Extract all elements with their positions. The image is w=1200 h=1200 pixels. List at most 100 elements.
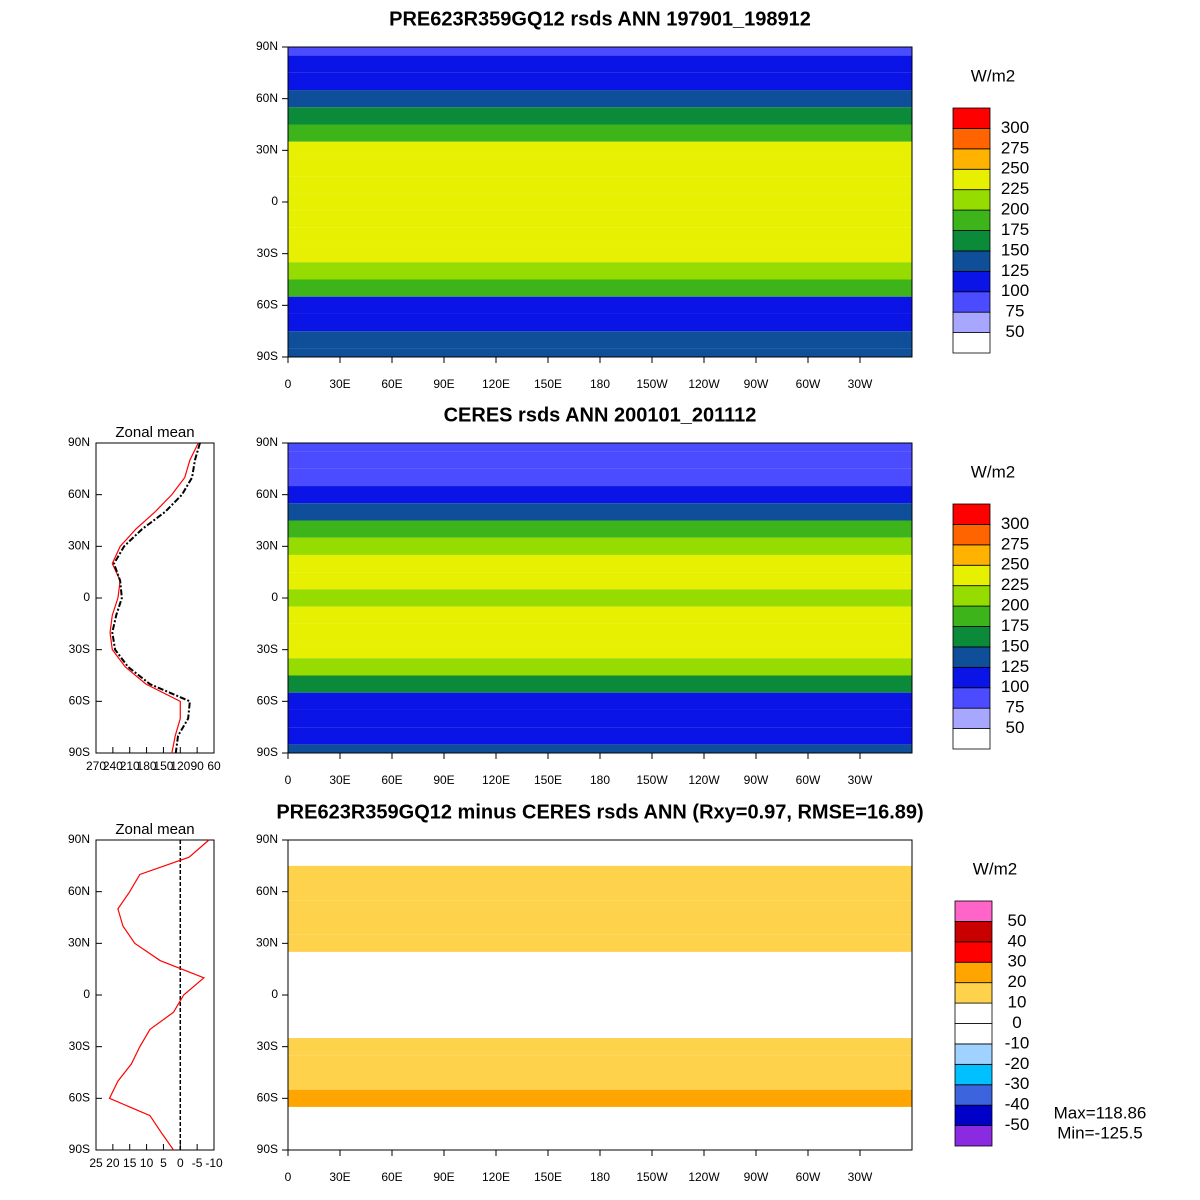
colorbar-box xyxy=(952,707,991,729)
colorbar-label: 75 xyxy=(1006,302,1025,321)
colorbar-box xyxy=(952,128,991,150)
map-band xyxy=(288,451,912,469)
map-band xyxy=(288,313,912,332)
map-band xyxy=(288,1003,912,1021)
y-tick-label: 30S xyxy=(257,642,278,656)
map-band xyxy=(288,606,912,624)
zonal-line xyxy=(108,839,210,1151)
x-tick-label: 30E xyxy=(329,773,350,787)
colorbar-box xyxy=(952,148,991,170)
map-band xyxy=(288,1072,912,1090)
colorbar-label: 75 xyxy=(1006,698,1025,717)
colorbar-box xyxy=(954,982,993,1004)
map-band xyxy=(288,951,912,970)
colorbar-label: 225 xyxy=(1001,179,1029,198)
colorbar-label: -10 xyxy=(1005,1033,1030,1052)
colorbar-label: 20 xyxy=(1008,972,1027,991)
colorbar-box xyxy=(952,687,991,709)
colorbar-box xyxy=(952,524,991,546)
colorbar-label: 150 xyxy=(1001,240,1029,259)
x-tick-label: 150W xyxy=(636,1170,668,1184)
colorbar-label: 40 xyxy=(1008,931,1027,950)
map-band xyxy=(288,245,912,263)
map-band xyxy=(288,227,912,246)
y-tick-label: 60S xyxy=(69,1091,90,1105)
colorbar-box xyxy=(952,585,991,607)
x-tick-label: -5 xyxy=(192,1156,203,1170)
colorbar-box xyxy=(952,168,991,191)
map-band xyxy=(288,520,912,538)
colorbar-label: 175 xyxy=(1001,616,1029,635)
y-tick-label: 90N xyxy=(68,832,90,846)
x-tick-label: 90W xyxy=(744,773,769,787)
map-band xyxy=(288,986,912,1004)
x-tick-label: 60E xyxy=(381,1170,402,1184)
y-tick-label: 60N xyxy=(68,487,90,501)
zonal-frame xyxy=(95,442,215,754)
y-tick-label: 90S xyxy=(69,1142,90,1156)
x-tick-label: 120W xyxy=(688,377,720,391)
map-band xyxy=(288,124,912,142)
x-tick-label: 90W xyxy=(744,1170,769,1184)
map-band xyxy=(288,158,912,177)
map-band xyxy=(288,865,912,884)
x-tick-label: 90E xyxy=(433,1170,454,1184)
colorbar-label: 50 xyxy=(1006,322,1025,341)
colorbar-box xyxy=(952,209,991,231)
map-title: PRE623R359GQ12 rsds ANN 197901_198912 xyxy=(389,8,811,30)
map-band xyxy=(288,709,912,728)
zonal-line xyxy=(109,442,199,754)
x-tick-label: 120W xyxy=(688,773,720,787)
colorbar-label: 175 xyxy=(1001,220,1029,239)
y-tick-label: 30N xyxy=(68,539,90,553)
y-tick-label: 0 xyxy=(83,987,90,1001)
x-tick-label: 60W xyxy=(796,773,821,787)
x-tick-label: 15 xyxy=(123,1156,137,1170)
colorbar-label: 150 xyxy=(1001,636,1029,655)
colorbar-box xyxy=(954,1125,993,1147)
map-title: CERES rsds ANN 200101_201112 xyxy=(444,404,757,426)
colorbar-box xyxy=(952,230,991,252)
colorbar-box xyxy=(954,1063,993,1086)
map-band xyxy=(288,1124,912,1142)
x-tick-label: 30E xyxy=(329,1170,350,1184)
colorbar-label: 0 xyxy=(1012,1013,1021,1032)
colorbar-box xyxy=(954,961,993,984)
colorbar-box xyxy=(952,332,991,354)
x-tick-label: 150E xyxy=(534,773,562,787)
x-tick-label: 150W xyxy=(636,377,668,391)
colorbar-label: 250 xyxy=(1001,159,1029,178)
colorbar-label: 100 xyxy=(1001,281,1029,300)
x-tick-label: 10 xyxy=(140,1156,154,1170)
map-band xyxy=(288,141,912,159)
colorbar-box xyxy=(952,503,991,525)
map-title: PRE623R359GQ12 minus CERES rsds ANN (Rxy… xyxy=(276,801,923,823)
colorbar-box xyxy=(952,626,991,648)
x-tick-label: 90 xyxy=(190,759,204,773)
y-tick-label: 60S xyxy=(257,694,278,708)
map-band xyxy=(288,279,912,297)
map-band xyxy=(288,554,912,573)
colorbar-label: 200 xyxy=(1001,596,1029,615)
y-tick-label: 60S xyxy=(257,298,278,312)
y-tick-label: 60S xyxy=(257,1091,278,1105)
map-band xyxy=(288,1106,912,1125)
x-tick-label: 120W xyxy=(688,1170,720,1184)
annotation: Max=118.86 xyxy=(1054,1103,1147,1122)
x-tick-label: 240 xyxy=(103,759,123,773)
y-tick-label: 0 xyxy=(271,194,278,208)
colorbar-box xyxy=(954,941,993,963)
map-band xyxy=(288,1020,912,1039)
colorbar-box xyxy=(954,921,993,943)
y-tick-label: 60N xyxy=(68,884,90,898)
colorbar-label: 200 xyxy=(1001,200,1029,219)
colorbar-box xyxy=(952,646,991,668)
map-band xyxy=(288,262,912,280)
x-tick-label: 180 xyxy=(590,773,610,787)
y-tick-label: 90S xyxy=(257,349,278,363)
y-tick-label: 30N xyxy=(256,143,278,157)
map-band xyxy=(288,848,912,866)
x-tick-label: 120 xyxy=(170,759,190,773)
map-band xyxy=(288,193,912,211)
